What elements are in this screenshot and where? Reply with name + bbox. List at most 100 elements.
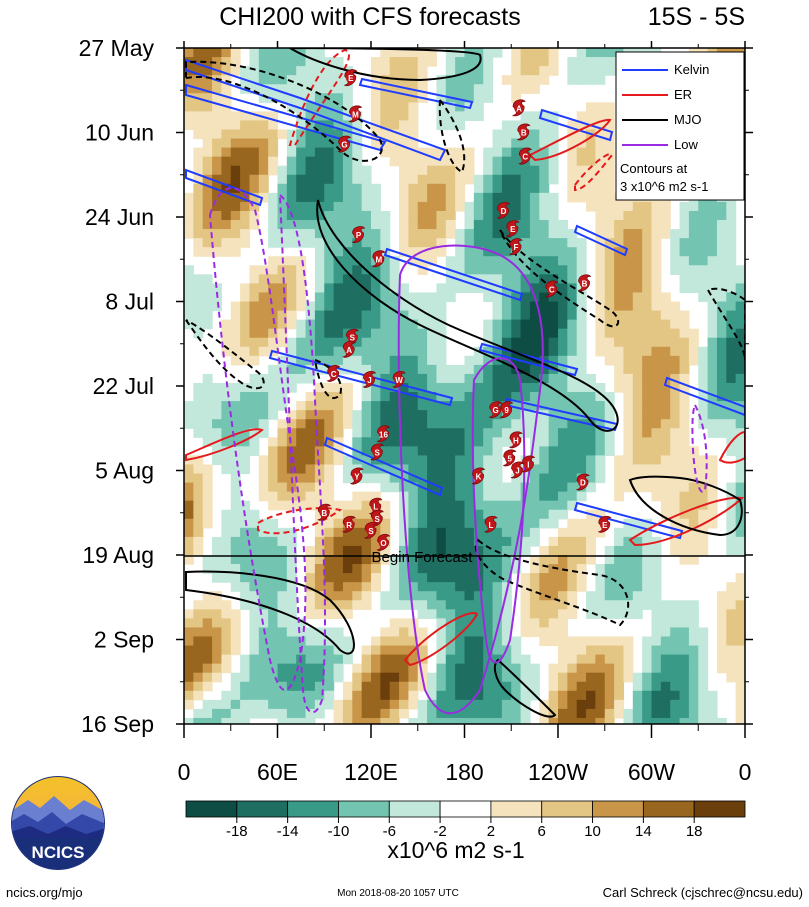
storm-marker: L (484, 515, 498, 533)
storm-marker: G (337, 135, 352, 153)
storm-label: C (331, 370, 337, 379)
colorbar-swatch (388, 800, 441, 818)
storm-label: L (373, 503, 378, 512)
storm-label: C (522, 153, 528, 162)
contour (528, 118, 612, 162)
storm-marker: M (371, 250, 386, 268)
storm-marker: J (510, 461, 525, 479)
storm-marker: D (496, 201, 511, 219)
storm-label: S (375, 448, 381, 457)
storm-marker: E (343, 69, 358, 87)
colorbar-swatch (642, 800, 695, 818)
storm-marker: I (521, 455, 536, 473)
contour (573, 224, 629, 257)
x-tick-label: 120W (528, 759, 588, 785)
storm-label: R (346, 521, 352, 530)
y-tick-label: 24 Jun (85, 204, 154, 230)
contour (538, 108, 614, 142)
colorbar-swatch (541, 800, 593, 818)
colorbar-label: -6 (383, 823, 396, 840)
contour (257, 507, 343, 535)
storm-label: I (527, 460, 529, 469)
storm-label: J (515, 467, 519, 476)
storm-marker: O (376, 533, 391, 551)
colorbar-swatch (287, 800, 339, 818)
storm-label: G (493, 406, 499, 415)
colorbar-swatch (236, 800, 289, 818)
contour (397, 244, 544, 715)
colorbar-label: -10 (328, 823, 350, 840)
contour (313, 358, 342, 399)
contour (438, 97, 466, 174)
contour (493, 658, 557, 718)
forecast-label: Begin Forecast (372, 549, 474, 566)
contour (628, 475, 743, 537)
storm-marker: W (392, 370, 406, 388)
contour (499, 229, 620, 328)
colorbar-label: 10 (584, 823, 601, 840)
storm-marker: C (544, 280, 559, 298)
footer-center: Mon 2018-08-20 1057 UTC (337, 888, 459, 899)
colorbar-swatch (185, 800, 238, 818)
storm-marker: C (518, 147, 533, 165)
x-tick-label: 60W (628, 759, 676, 785)
contour (185, 319, 265, 390)
contours (185, 48, 745, 718)
colorbar-label: 14 (635, 823, 652, 840)
storm-label: M (375, 255, 382, 264)
contour (471, 357, 526, 664)
storm-marker: R (342, 515, 356, 533)
legend-er: ER (674, 87, 692, 102)
storm-label: 5 (507, 454, 512, 463)
storm-marker: B (577, 274, 592, 292)
storm-label: D (580, 479, 586, 488)
contour (316, 199, 619, 432)
storm-label: 16 (379, 430, 388, 439)
storm-marker: A (512, 99, 526, 117)
contour (358, 77, 474, 110)
y-tick-label: 10 Jun (85, 120, 154, 146)
colorbar-swatch (490, 800, 543, 818)
legend-low: Low (674, 137, 698, 152)
storm-label: L (489, 521, 494, 530)
chart-title: CHI200 with CFS forecasts (219, 3, 521, 31)
storm-marker: S (364, 521, 378, 539)
contour (208, 187, 307, 691)
storm-marker: S (370, 443, 384, 461)
storm-marker: C (326, 364, 341, 382)
contour (478, 342, 579, 377)
storm-marker: 5 (502, 449, 517, 467)
contour (403, 612, 479, 667)
storm-label: J (367, 376, 371, 385)
legend-note-line2: 3 x10^6 m2 s-1 (620, 179, 708, 194)
x-tick-label: 120E (344, 759, 398, 785)
y-tick-label: 8 Jul (105, 289, 154, 315)
contour (185, 83, 387, 152)
colorbar-swatch (693, 800, 746, 818)
storm-marker: B (516, 123, 531, 141)
y-tick-label: 27 May (79, 35, 155, 61)
storm-label: F (513, 243, 518, 252)
y-tick-label: 2 Sep (94, 627, 154, 653)
storm-label: K (476, 473, 482, 482)
storm-label: S (368, 527, 374, 536)
y-axis: 27 May 10 Jun 24 Jun 8 Jul 22 Jul 5 Aug 19 Aug… (79, 35, 753, 737)
storm-label: S (350, 334, 356, 343)
storm-marker: G (488, 401, 503, 419)
storm-label: B (321, 509, 327, 518)
contour (573, 501, 684, 540)
contour (574, 153, 614, 192)
colorbar-units: x10^6 m2 s-1 (387, 837, 524, 863)
logo-text: NCICS (32, 843, 85, 862)
region-label: 15S - 5S (648, 3, 745, 31)
storm-marker: P (351, 226, 366, 243)
contour (663, 376, 745, 417)
storm-label: E (348, 74, 354, 83)
storm-marker: M (348, 105, 363, 123)
contour (718, 430, 745, 464)
storm-marker: 9 (499, 401, 514, 419)
storm-marker: F (508, 238, 523, 256)
contour (691, 402, 708, 493)
legend-kelvin: Kelvin (674, 62, 709, 77)
